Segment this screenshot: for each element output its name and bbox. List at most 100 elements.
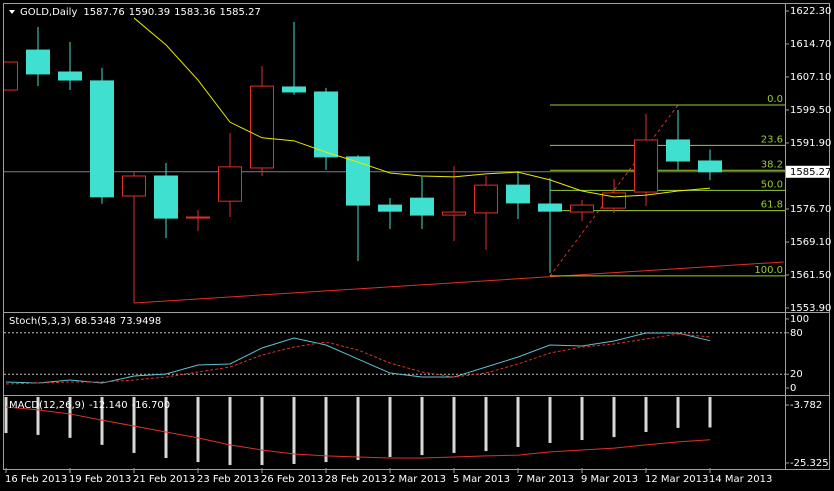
y-tick-label: 1569.10: [790, 237, 831, 248]
moving-average: [133, 17, 711, 198]
candle-body: [154, 175, 178, 219]
y-tick-label: 80: [790, 328, 803, 339]
macd-bar: [420, 397, 424, 456]
fib-level-label: 50.0: [761, 179, 783, 190]
candle-body: [506, 184, 530, 204]
macd-signal: [5, 406, 711, 459]
candle-body: [410, 197, 434, 216]
fib-level-label: 23.6: [761, 134, 783, 145]
macd-bar: [612, 397, 616, 438]
macd-bar: [484, 397, 488, 452]
y-tick-label: 1591.90: [790, 138, 831, 149]
y-tick-label: 1599.50: [790, 105, 831, 116]
x-tick-label: 21 Feb 2013: [133, 474, 195, 485]
x-tick-label: 2 Mar 2013: [389, 474, 446, 485]
candle-body: [314, 91, 338, 158]
macd-bar: [580, 397, 584, 441]
macd-bar: [644, 397, 648, 432]
candle-body: [90, 80, 114, 198]
macd-bar: [292, 397, 296, 464]
y-tick-label: -25.325: [790, 458, 829, 469]
window-frame: [3, 3, 830, 470]
macd-value: -12.140: [89, 400, 128, 411]
macd-bar: [164, 397, 168, 459]
header-low: 1583.36: [174, 7, 215, 18]
candle-body: [346, 156, 370, 206]
macd-bar: [548, 397, 552, 443]
candle-body: [26, 49, 50, 75]
menu-triangle[interactable]: [9, 10, 15, 14]
indicator-name: Stoch(5,3,3): [9, 316, 71, 327]
candle-body: [4, 61, 18, 91]
macd-bar: [676, 397, 680, 428]
candle-body: [282, 86, 306, 93]
price-tag: 1585.27: [790, 167, 831, 178]
macd-header: MACD(12,26,9) -12.140 -16.700: [9, 400, 170, 411]
fib-level-label: 38.2: [761, 159, 783, 170]
macd-bar: [260, 397, 264, 466]
x-tick-label: 9 Mar 2013: [581, 474, 638, 485]
y-tick-label: 1576.70: [790, 204, 831, 215]
fib-level-label: 100.0: [754, 265, 783, 276]
macd-bar: [516, 397, 520, 448]
stoch-header: Stoch(5,3,3) 68.5348 73.9498: [9, 316, 161, 327]
x-tick-label: 12 Mar 2013: [645, 474, 708, 485]
y-tick-label: 1561.50: [790, 270, 831, 281]
candle-body: [538, 203, 562, 212]
y-tick-label: -3.782: [790, 400, 822, 411]
candle-body: [474, 184, 498, 214]
y-tick-label: 1553.90: [790, 303, 831, 314]
fib-level-label: 61.8: [761, 200, 783, 211]
x-tick-label: 7 Mar 2013: [517, 474, 574, 485]
macd-bar: [132, 397, 136, 453]
macd-bar: [452, 397, 456, 453]
header-high: 1590.39: [129, 7, 170, 18]
main-header: GOLD,Daily 1587.76 1590.39 1583.36 1585.27: [20, 7, 261, 18]
x-tick-label: 23 Feb 2013: [197, 474, 259, 485]
macd-value: -16.700: [132, 400, 171, 411]
indicator-name: MACD(12,26,9): [9, 400, 85, 411]
fib-level-label: 0.0: [767, 94, 783, 105]
macd-bar: [324, 397, 328, 463]
stoch-line: [5, 332, 711, 384]
macd-bar: [4, 397, 8, 434]
y-tick-label: 0: [790, 383, 796, 394]
macd-bar: [228, 397, 232, 466]
stoch-signal-value: 73.9498: [120, 316, 161, 327]
header-open: 1587.76: [83, 7, 124, 18]
y-tick-label: 1614.70: [790, 39, 831, 50]
y-tick-label: 20: [790, 369, 803, 380]
stoch-main-value: 68.5348: [74, 316, 115, 327]
y-tick-label: 100: [790, 314, 809, 325]
trendline: [133, 261, 784, 304]
candle-body: [250, 85, 274, 169]
macd-bar: [196, 397, 200, 463]
macd-bar: [36, 397, 40, 435]
header-close: 1585.27: [219, 7, 260, 18]
y-tick-label: 1622.30: [790, 6, 831, 17]
candle-body: [58, 71, 82, 81]
symbol: GOLD,Daily: [20, 7, 77, 18]
candle-body: [378, 204, 402, 212]
macd-bar: [388, 397, 392, 457]
candle-body: [442, 211, 466, 216]
y-tick-label: 1607.10: [790, 72, 831, 83]
x-tick-label: 14 Mar 2013: [709, 474, 772, 485]
candle-body: [218, 166, 242, 202]
macd-bar: [68, 397, 72, 438]
x-tick-label: 28 Feb 2013: [325, 474, 387, 485]
candle-body: [122, 175, 146, 197]
x-tick-label: 19 Feb 2013: [69, 474, 131, 485]
candle-body: [698, 160, 722, 173]
x-tick-label: 26 Feb 2013: [261, 474, 323, 485]
candle-body: [186, 216, 210, 219]
candle-body: [666, 139, 690, 162]
x-tick-label: 5 Mar 2013: [453, 474, 510, 485]
price-tag-box: [786, 165, 830, 178]
candle-body: [634, 139, 658, 193]
x-tick-label: 16 Feb 2013: [5, 474, 67, 485]
candle-body: [570, 204, 594, 213]
stoch-line: [5, 333, 711, 385]
